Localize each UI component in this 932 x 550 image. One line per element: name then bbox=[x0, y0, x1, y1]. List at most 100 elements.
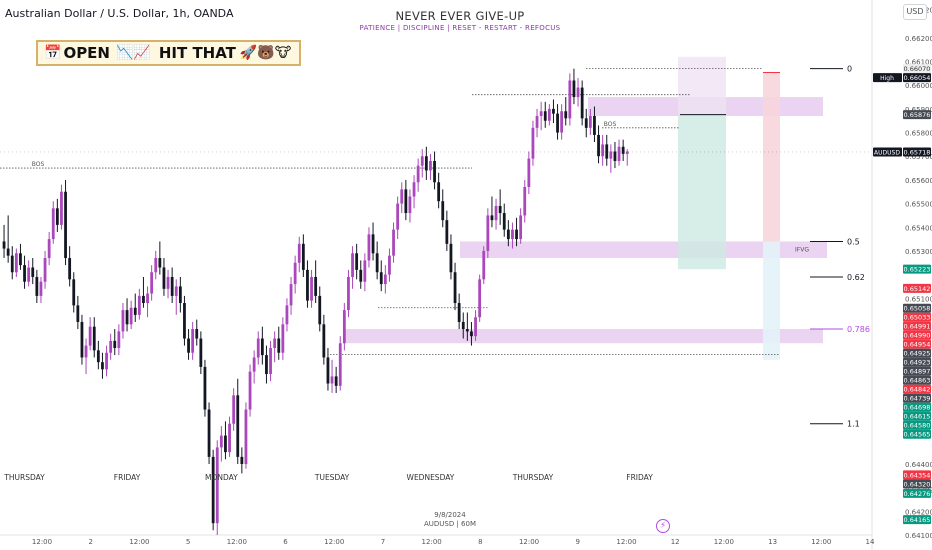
price-tag bbox=[903, 366, 931, 376]
bear-candle bbox=[162, 267, 166, 289]
bull-candle bbox=[547, 108, 551, 121]
y-tick-label: 0.65700 bbox=[905, 153, 932, 161]
bull-candle bbox=[408, 196, 412, 214]
bear-candle bbox=[621, 146, 625, 154]
price-tag bbox=[903, 264, 931, 274]
x-tick-label: 12:00 bbox=[324, 538, 344, 546]
price-tag bbox=[903, 375, 931, 385]
bull-candle bbox=[174, 286, 178, 296]
bear-candle bbox=[35, 276, 39, 296]
bear-candle bbox=[211, 456, 215, 524]
bull-candle bbox=[219, 435, 223, 448]
bull-candle bbox=[576, 87, 580, 98]
x-tick-label: 12:00 bbox=[227, 538, 247, 546]
price-tag-label: AUDUSD bbox=[874, 149, 900, 156]
banner-open-text: OPEN bbox=[63, 44, 110, 62]
position-upper-zone bbox=[678, 56, 726, 115]
x-tick-label: 12:00 bbox=[129, 538, 149, 546]
bear-candle bbox=[597, 134, 600, 157]
bull-candle bbox=[232, 395, 236, 424]
price-tag-value: 0.64698 bbox=[904, 404, 931, 412]
price-tag-value: 0.64863 bbox=[904, 377, 931, 385]
bear-candle bbox=[593, 115, 596, 135]
price-tag bbox=[903, 402, 931, 412]
bull-candle bbox=[269, 347, 272, 375]
bull-candle bbox=[363, 260, 367, 282]
price-tag-value: 0.66070 bbox=[904, 65, 931, 73]
bull-candle bbox=[109, 340, 113, 353]
y-tick-label: 0.64400 bbox=[905, 461, 932, 469]
bear-candle bbox=[355, 253, 359, 270]
bear-candle bbox=[375, 253, 379, 273]
bear-candle bbox=[359, 269, 363, 282]
currency-selector[interactable]: USD bbox=[903, 4, 927, 20]
y-tick-label: 0.66100 bbox=[905, 59, 932, 67]
bull-candle bbox=[367, 234, 371, 261]
price-tag bbox=[903, 429, 931, 439]
bear-candle bbox=[31, 267, 35, 277]
bear-candle bbox=[68, 258, 72, 280]
watermark-symbol: AUDUSD | 60M bbox=[423, 520, 476, 528]
fib-label-1.1: 1.1 bbox=[847, 420, 860, 429]
ifvg-zone bbox=[460, 241, 827, 259]
bull-candle bbox=[482, 250, 486, 280]
bear-candle bbox=[552, 108, 555, 114]
bull-candle bbox=[527, 158, 531, 188]
price-tag bbox=[903, 470, 931, 480]
bear-candle bbox=[424, 156, 428, 171]
bear-candle bbox=[101, 362, 104, 370]
price-tag-value: 0.64991 bbox=[904, 323, 931, 331]
fib-label-0: 0 bbox=[847, 65, 852, 74]
bear-candle bbox=[506, 229, 510, 240]
price-tag bbox=[903, 488, 931, 498]
day-label: FRIDAY bbox=[114, 473, 141, 482]
x-tick-label: 12:00 bbox=[811, 538, 831, 546]
price-tag bbox=[903, 73, 931, 83]
price-tag bbox=[903, 339, 931, 349]
bear-candle bbox=[572, 80, 576, 98]
bear-candle bbox=[199, 338, 203, 367]
price-tag-value: 0.64923 bbox=[904, 359, 931, 367]
lightning-icon[interactable]: ⚡ bbox=[656, 519, 670, 533]
bear-candle bbox=[19, 253, 22, 266]
bull-candle bbox=[383, 274, 387, 285]
price-tag bbox=[903, 330, 931, 340]
bull-candle bbox=[511, 229, 514, 240]
bull-candle bbox=[121, 310, 125, 332]
bear-candle bbox=[224, 435, 227, 453]
bull-candle bbox=[166, 276, 170, 289]
bull-candle bbox=[215, 447, 219, 524]
bull-candle bbox=[625, 151, 629, 154]
bull-candle bbox=[281, 324, 285, 353]
watermark-date: 9/8/2024 bbox=[434, 511, 466, 519]
bull-candle bbox=[273, 338, 277, 348]
bull-candle bbox=[494, 205, 498, 221]
bull-candle bbox=[392, 229, 395, 256]
day-label: WEDNESDAY bbox=[407, 473, 455, 482]
y-tick-label: 0.66000 bbox=[905, 82, 932, 90]
bear-candle bbox=[605, 144, 609, 159]
bull-candle bbox=[539, 111, 543, 116]
bull-candle bbox=[60, 191, 63, 225]
bull-candle bbox=[252, 357, 256, 372]
price-tag bbox=[903, 283, 931, 293]
bear-candle bbox=[113, 340, 117, 348]
bull-candle bbox=[400, 189, 404, 204]
price-tag-value: 0.64354 bbox=[904, 471, 931, 479]
bear-candle bbox=[453, 272, 457, 304]
bear-candle bbox=[613, 151, 617, 161]
bear-candle bbox=[183, 303, 186, 339]
day-label: TUESDAY bbox=[314, 473, 350, 482]
price-tag bbox=[903, 64, 931, 74]
chart-headline: NEVER EVER GIVE-UP bbox=[395, 9, 525, 23]
bear-candle bbox=[445, 220, 449, 244]
bear-candle bbox=[515, 229, 518, 240]
bear-candle bbox=[207, 409, 211, 457]
bear-candle bbox=[584, 118, 588, 128]
y-tick-label: 0.64200 bbox=[905, 508, 932, 516]
extension-zone bbox=[763, 241, 780, 360]
bull-candle bbox=[310, 276, 313, 301]
bull-candle bbox=[347, 276, 350, 311]
discount-zone bbox=[345, 329, 823, 344]
